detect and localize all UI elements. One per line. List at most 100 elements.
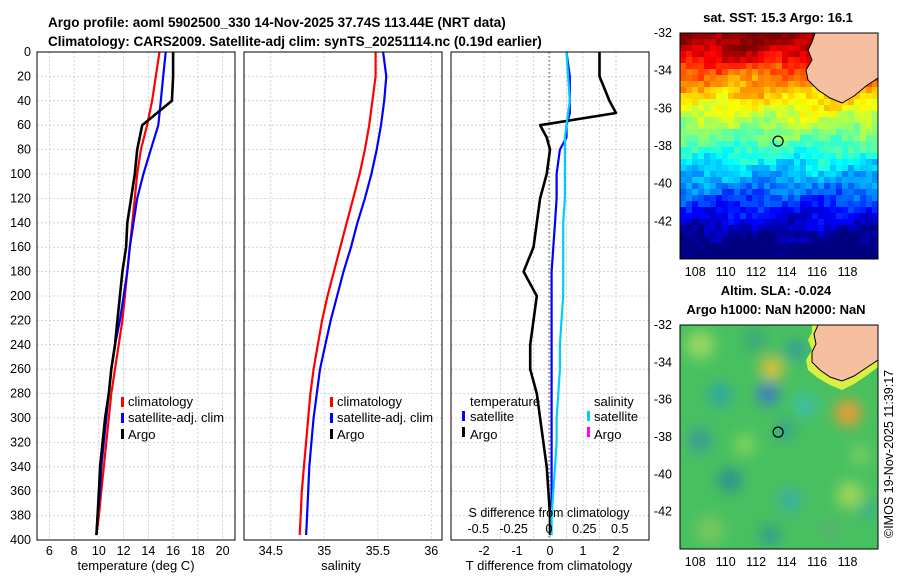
sst-cell — [836, 105, 843, 112]
sst-cell — [854, 147, 861, 154]
sst-cell — [734, 177, 741, 184]
sst-cell — [722, 159, 729, 166]
sst-cell — [776, 171, 783, 178]
sst-cell — [728, 105, 735, 112]
sst-cell — [854, 195, 861, 202]
sst-cell — [848, 201, 855, 208]
sst-cell — [728, 165, 735, 172]
legend-swatch-climatology — [330, 397, 333, 407]
sst-cell — [770, 201, 777, 208]
sst-cell — [842, 183, 849, 190]
sst-cell — [860, 123, 867, 130]
sla-map-title: Altim. SLA: -0.024 — [721, 283, 832, 298]
sst-cell — [794, 201, 801, 208]
sst-cell — [782, 171, 789, 178]
sst-cell — [794, 135, 801, 142]
sst-cell — [680, 159, 687, 166]
sst-cell — [764, 219, 771, 226]
sst-cell — [842, 141, 849, 148]
depth-tick-label: 20 — [17, 69, 31, 83]
sst-cell — [812, 219, 819, 226]
sst-cell — [680, 189, 687, 196]
sst-cell — [872, 87, 878, 94]
sst-cell — [758, 51, 765, 58]
temperature-xlabel: temperature (deg C) — [77, 558, 194, 573]
sst-cell — [698, 171, 705, 178]
depth-tick-label: 240 — [10, 338, 31, 352]
sst-cell — [842, 117, 849, 124]
sst-cell — [776, 255, 783, 259]
sst-cell — [704, 183, 711, 190]
sst-cell — [782, 69, 789, 76]
sst-cell — [710, 147, 717, 154]
sst-cell — [800, 195, 807, 202]
sst-cell — [788, 231, 795, 238]
sst-cell — [836, 243, 843, 250]
sst-cell — [746, 165, 753, 172]
sst-cell — [734, 33, 741, 40]
sst-cell — [812, 129, 819, 136]
sst-cell — [698, 57, 705, 64]
sst-cell — [764, 117, 771, 124]
sst-cell — [746, 57, 753, 64]
sst-cell — [824, 135, 831, 142]
sst-cell — [788, 189, 795, 196]
sst-cell — [752, 87, 759, 94]
sst-cell — [818, 213, 825, 220]
sst-cell — [782, 231, 789, 238]
sst-cell — [836, 111, 843, 118]
sst-cell — [728, 189, 735, 196]
sst-cell — [788, 213, 795, 220]
sst-cell — [812, 183, 819, 190]
sst-cell — [746, 147, 753, 154]
legend-title-temperature: temperature — [470, 394, 540, 409]
sst-cell — [830, 123, 837, 130]
sst-cell — [842, 105, 849, 112]
sst-cell — [680, 219, 687, 226]
sst-cell — [854, 123, 861, 130]
sst-cell — [770, 189, 777, 196]
sst-cell — [686, 69, 693, 76]
sst-cell — [776, 129, 783, 136]
sst-cell — [776, 69, 783, 76]
sst-cell — [716, 171, 723, 178]
sst-cell — [782, 183, 789, 190]
sst-cell — [812, 111, 819, 118]
lon-tick-label: 114 — [777, 555, 797, 569]
sst-cell — [758, 219, 765, 226]
sst-cell — [752, 165, 759, 172]
sst-cell — [830, 171, 837, 178]
sst-cell — [710, 69, 717, 76]
sst-cell — [818, 153, 825, 160]
sst-cell — [704, 33, 711, 40]
sst-cell — [716, 219, 723, 226]
sst-cell — [848, 105, 855, 112]
sst-cell — [686, 153, 693, 160]
sst-cell — [758, 141, 765, 148]
sst-cell — [872, 177, 878, 184]
sst-cell — [722, 147, 729, 154]
sst-cell — [746, 225, 753, 232]
sst-cell — [758, 171, 765, 178]
sst-cell — [728, 207, 735, 214]
sst-cell — [830, 177, 837, 184]
sst-cell — [824, 141, 831, 148]
sst-map: sat. SST: 15.3 Argo: 16.1 108 110 112 114 11… — [654, 10, 879, 279]
sst-cell — [854, 117, 861, 124]
sst-cell — [692, 141, 699, 148]
sst-cell — [716, 159, 723, 166]
sst-cell — [770, 171, 777, 178]
sst-cell — [704, 93, 711, 100]
sst-cell — [698, 51, 705, 58]
sst-cell — [740, 237, 747, 244]
sst-cell — [776, 237, 783, 244]
sst-cell — [782, 87, 789, 94]
sst-cell — [770, 99, 777, 106]
sst-cell — [716, 225, 723, 232]
sst-cell — [860, 93, 867, 100]
series-line-climatology — [298, 52, 377, 536]
sst-cell — [806, 111, 813, 118]
sst-cell — [848, 99, 855, 106]
sst-cell — [866, 141, 873, 148]
sst-cell — [698, 87, 705, 94]
